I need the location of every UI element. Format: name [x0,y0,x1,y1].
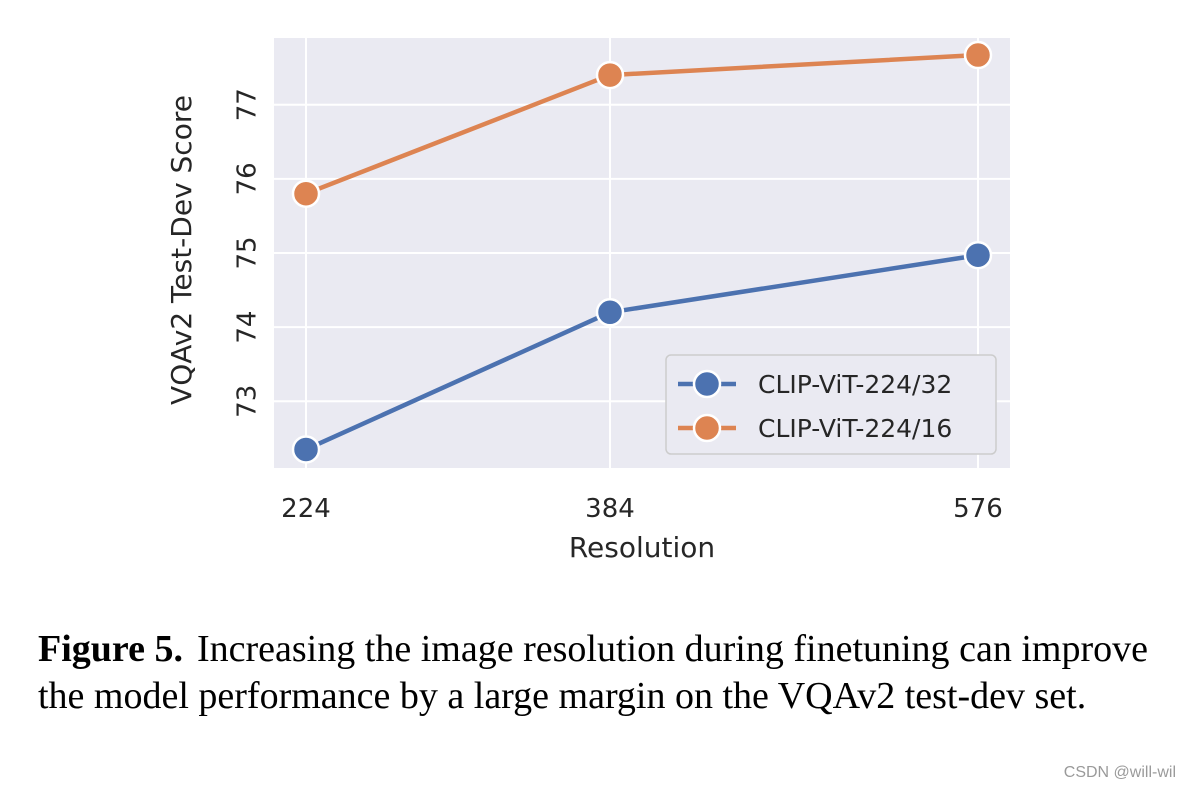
y-tick-label: 77 [233,88,263,121]
legend-label: CLIP-ViT-224/16 [758,414,952,443]
legend-marker [692,413,722,443]
legend-marker [692,369,722,399]
y-tick-label: 74 [233,311,263,344]
y-tick-label: 75 [233,236,263,269]
x-tick-label: 384 [585,494,635,524]
figure-caption: Figure 5. Increasing the image resolution… [38,626,1148,720]
data-point [963,240,993,270]
data-point [595,60,625,90]
y-tick-labels: 73 74 75 76 77 [233,88,263,418]
legend-box [665,354,997,455]
legend-label: CLIP-ViT-224/32 [758,370,952,399]
grid-lines [274,38,1010,468]
y-tick-label: 73 [233,385,263,418]
data-point [595,298,625,327]
data-point [291,435,321,464]
x-tick-label: 224 [281,494,331,524]
watermark: CSDN @will-wil [1063,764,1176,781]
x-tick-label: 576 [953,494,1003,524]
line-chart: 73 74 75 76 77 224 384 576 Resolution VQAv2 Te… [165,38,1010,564]
data-point [963,40,993,70]
y-tick-label: 76 [233,162,263,195]
caption-text: Increasing the image resolution during f… [38,628,1148,717]
legend: CLIP-ViT-224/32 CLIP-ViT-224/16 [665,354,997,455]
x-axis-title: Resolution [569,531,715,564]
x-tick-labels: 224 384 576 [281,494,1003,524]
y-axis-title: VQAv2 Test-Dev Score [165,95,198,405]
series-points [291,40,993,464]
caption-label: Figure 5. [38,628,183,670]
data-point [291,179,321,208]
